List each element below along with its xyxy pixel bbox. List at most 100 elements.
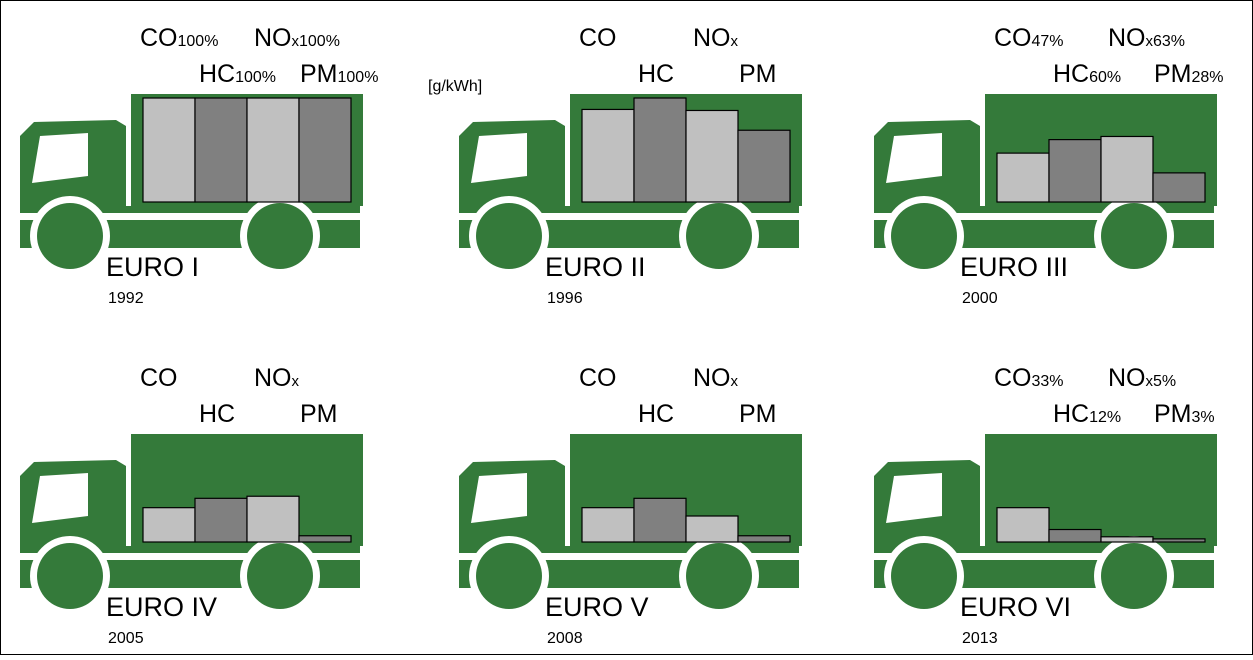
pollutant-label: HC xyxy=(638,400,674,428)
wheel xyxy=(476,543,542,609)
wheel xyxy=(1101,543,1167,609)
pollutant-name: NO xyxy=(1108,364,1146,392)
value-label: 100% xyxy=(299,33,340,50)
standard-name: EURO I xyxy=(106,252,199,282)
pollutant-name: PM xyxy=(739,60,777,88)
value-label: 33% xyxy=(1032,373,1064,390)
pollutant-name: HC xyxy=(199,400,235,428)
year: 1992 xyxy=(108,290,144,307)
pollutant-name: PM xyxy=(300,400,338,428)
pollutant-name: HC xyxy=(638,400,674,428)
bar xyxy=(247,98,299,202)
pollutant-name: CO xyxy=(994,364,1032,392)
bar xyxy=(1049,140,1101,202)
year: 2008 xyxy=(547,630,583,647)
pollutant-label: CO xyxy=(140,364,178,392)
value-label: 5% xyxy=(1153,373,1176,390)
bar xyxy=(686,110,738,202)
pollutant-name: CO xyxy=(579,24,617,52)
wheel xyxy=(37,203,103,269)
pollutant-name: CO xyxy=(994,24,1032,52)
window xyxy=(32,473,88,523)
pollutant-subscript: x xyxy=(731,33,739,50)
bar xyxy=(738,536,790,542)
year: 2000 xyxy=(962,290,998,307)
standard-name: EURO II xyxy=(545,252,646,282)
wheel xyxy=(891,543,957,609)
bar xyxy=(686,516,738,542)
value-label: 60% xyxy=(1089,69,1121,86)
bar xyxy=(1153,539,1205,542)
pollutant-name: NO xyxy=(693,364,731,392)
pollutant-name: NO xyxy=(693,24,731,52)
value-label: 3% xyxy=(1192,409,1215,426)
value-label: 28% xyxy=(1192,69,1224,86)
pollutant-label: PM xyxy=(739,60,777,88)
pollutant-name: PM xyxy=(1154,60,1192,88)
year: 2013 xyxy=(962,630,998,647)
value-label: 100% xyxy=(178,33,219,50)
bar xyxy=(247,496,299,542)
wheel xyxy=(37,543,103,609)
window xyxy=(886,473,942,523)
standard-name: EURO VI xyxy=(960,592,1071,622)
standard-name: EURO IV xyxy=(106,592,217,622)
pollutant-label: PM xyxy=(300,400,338,428)
wheel xyxy=(891,203,957,269)
window xyxy=(471,473,527,523)
unit-label: [g/kWh] xyxy=(428,78,482,95)
pollutant-name: NO xyxy=(254,364,292,392)
value-label: 100% xyxy=(235,69,276,86)
window xyxy=(886,133,942,183)
wheel xyxy=(686,543,752,609)
bar xyxy=(195,98,247,202)
pollutant-label: CO xyxy=(579,24,617,52)
pollutant-subscript: x xyxy=(292,373,300,390)
bar xyxy=(1101,537,1153,542)
wheel xyxy=(247,203,313,269)
bar xyxy=(582,508,634,542)
infographic: CO100%HC100%NOx100%PM100%[g/kWh]EURO I19… xyxy=(0,0,1253,655)
window xyxy=(471,133,527,183)
pollutant-name: CO xyxy=(579,364,617,392)
pollutant-name: NO xyxy=(1108,24,1146,52)
wheel xyxy=(686,203,752,269)
bar xyxy=(1101,136,1153,202)
pollutant-name: NO xyxy=(254,24,292,52)
bar xyxy=(738,130,790,202)
bar xyxy=(143,98,195,202)
pollutant-name: PM xyxy=(1154,400,1192,428)
standard-name: EURO V xyxy=(545,592,649,622)
pollutant-name: PM xyxy=(300,60,338,88)
pollutant-name: HC xyxy=(1053,400,1089,428)
wheel xyxy=(1101,203,1167,269)
pollutant-label: HC xyxy=(638,60,674,88)
bar xyxy=(299,98,351,202)
bar xyxy=(143,508,195,542)
year: 1996 xyxy=(547,290,583,307)
bar xyxy=(582,109,634,202)
pollutant-name: CO xyxy=(140,364,178,392)
bar xyxy=(997,508,1049,542)
bar xyxy=(195,498,247,542)
window xyxy=(32,133,88,183)
wheel xyxy=(476,203,542,269)
value-label: 12% xyxy=(1089,409,1121,426)
bar xyxy=(634,98,686,202)
pollutant-name: HC xyxy=(638,60,674,88)
standard-name: EURO III xyxy=(960,252,1068,282)
pollutant-name: PM xyxy=(739,400,777,428)
value-label: 100% xyxy=(338,69,379,86)
bar xyxy=(634,498,686,542)
pollutant-label: PM xyxy=(739,400,777,428)
pollutant-label: HC xyxy=(199,400,235,428)
bar xyxy=(997,153,1049,202)
value-label: 47% xyxy=(1032,33,1064,50)
pollutant-subscript: x xyxy=(731,373,739,390)
pollutant-label: CO xyxy=(579,364,617,392)
pollutant-name: HC xyxy=(199,60,235,88)
year: 2005 xyxy=(108,630,144,647)
pollutant-name: CO xyxy=(140,24,178,52)
pollutant-name: HC xyxy=(1053,60,1089,88)
bar xyxy=(1049,530,1101,542)
